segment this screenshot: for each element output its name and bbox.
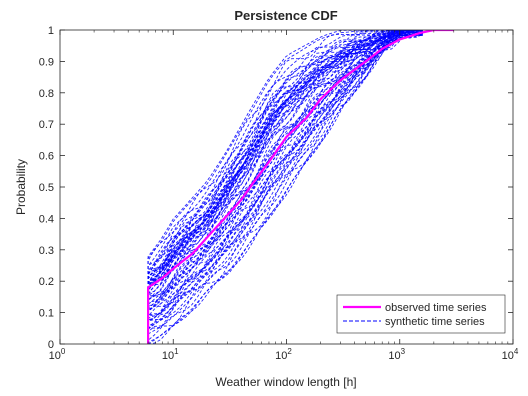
y-tick-label: 0.1 bbox=[39, 308, 54, 320]
synthetic-series-line bbox=[147, 30, 423, 344]
y-tick-label: 1 bbox=[48, 25, 54, 37]
synthetic-series-line bbox=[147, 30, 423, 344]
synthetic-series-line bbox=[147, 30, 423, 344]
synthetic-series-line bbox=[147, 30, 423, 344]
x-tick-label: 103 bbox=[388, 347, 405, 362]
synthetic-series-line bbox=[147, 30, 423, 344]
y-tick-label: 0.9 bbox=[39, 56, 54, 68]
x-tick-label: 102 bbox=[275, 347, 292, 362]
synthetic-series-line bbox=[147, 30, 423, 344]
y-tick-label: 0.6 bbox=[39, 151, 54, 163]
synthetic-series-line bbox=[147, 30, 423, 344]
synthetic-series-line bbox=[147, 30, 423, 344]
y-tick-label: 0.5 bbox=[39, 182, 54, 194]
chart-title: Persistence CDF bbox=[234, 8, 337, 23]
synthetic-series-line bbox=[147, 34, 423, 344]
synthetic-series-line bbox=[147, 33, 424, 344]
synthetic-series-line bbox=[147, 30, 423, 344]
synthetic-series-line bbox=[147, 30, 423, 344]
synthetic-series-line bbox=[147, 31, 424, 344]
synthetic-series-line bbox=[147, 30, 423, 344]
legend-label-synthetic: synthetic time series bbox=[385, 316, 485, 328]
synthetic-series-line bbox=[147, 30, 423, 344]
synthetic-series-line bbox=[147, 32, 423, 344]
synthetic-series-line bbox=[147, 30, 423, 344]
synthetic-series-line bbox=[147, 30, 423, 344]
plot-area bbox=[147, 30, 454, 344]
synthetic-series-line bbox=[147, 30, 423, 344]
observed-series-line bbox=[147, 30, 454, 344]
y-tick-label: 0.3 bbox=[39, 245, 54, 257]
synthetic-series-line bbox=[147, 30, 423, 344]
legend: observed time series synthetic time serie… bbox=[336, 294, 506, 334]
synthetic-series-line bbox=[147, 30, 423, 344]
y-tick-label: 0.4 bbox=[39, 213, 54, 225]
synthetic-series-line bbox=[147, 30, 423, 344]
y-tick-label: 0.8 bbox=[39, 88, 54, 100]
x-axis-label: Weather window length [h] bbox=[215, 375, 356, 389]
synthetic-series-line bbox=[148, 34, 423, 344]
y-axis-label: Probability bbox=[14, 159, 28, 215]
legend-label-observed: observed time series bbox=[385, 302, 487, 314]
y-tick-label: 0.2 bbox=[39, 276, 54, 288]
synthetic-series-line bbox=[147, 30, 423, 344]
x-tick-label: 104 bbox=[502, 347, 519, 362]
y-tick-label: 0.7 bbox=[39, 119, 54, 131]
synthetic-series-line bbox=[147, 30, 423, 344]
synthetic-series-line bbox=[147, 30, 423, 344]
synthetic-series-line bbox=[147, 34, 423, 344]
synthetic-series-line bbox=[147, 30, 423, 344]
synthetic-series-line bbox=[147, 30, 423, 344]
synthetic-series-line bbox=[147, 30, 423, 344]
synthetic-series-line bbox=[147, 30, 423, 344]
synthetic-series-line bbox=[147, 33, 424, 344]
legend-box bbox=[336, 294, 506, 334]
synthetic-series-line bbox=[147, 30, 423, 344]
synthetic-series-line bbox=[147, 34, 423, 344]
y-tick-label: 0 bbox=[48, 339, 54, 351]
x-tick-label: 101 bbox=[162, 347, 179, 362]
synthetic-series-line bbox=[147, 30, 423, 344]
